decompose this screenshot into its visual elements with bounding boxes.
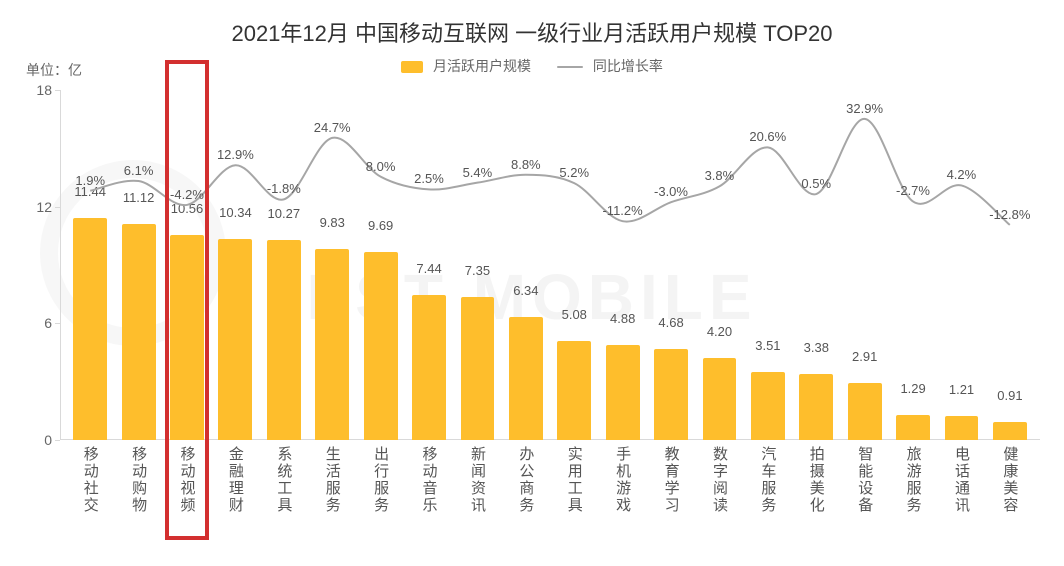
growth-value-label: -2.7% — [896, 183, 930, 198]
category-label: 移动购物 — [131, 446, 146, 514]
x-axis-categories: 移动社交 移动购物 移动视频 金融理财 系统工具 生活服务 出行服务 移动音乐 新闻资讯 办公商务… — [60, 440, 1040, 550]
category-slot: 办公商务 — [502, 446, 550, 550]
category-slot: 实用工具 — [550, 446, 598, 550]
growth-value-label: -11.2% — [602, 203, 642, 218]
growth-value-label: 6.1% — [124, 163, 154, 178]
legend-line-label: 同比增长率 — [593, 58, 663, 74]
growth-value-label: 2.5% — [414, 171, 444, 186]
category-label: 智能设备 — [857, 446, 872, 514]
category-slot: 金融理财 — [211, 446, 259, 550]
growth-value-label: -3.0% — [654, 184, 688, 199]
growth-value-label: 5.2% — [559, 165, 589, 180]
growth-value-label: 32.9% — [846, 101, 883, 116]
category-slot: 拍摄美化 — [792, 446, 840, 550]
legend-line-swatch — [557, 66, 583, 68]
chart-container: EST MOBILE 2021年12月 中国移动互联网 一级行业月活跃用户规模 … — [0, 0, 1064, 566]
growth-value-label: 8.8% — [511, 157, 541, 172]
category-slot: 移动视频 — [163, 446, 211, 550]
legend-bar-swatch — [401, 61, 423, 73]
category-slot: 生活服务 — [308, 446, 356, 550]
category-label: 教育学习 — [664, 446, 679, 514]
category-slot: 教育学习 — [647, 446, 695, 550]
category-label: 办公商务 — [518, 446, 533, 514]
category-slot: 旅游服务 — [889, 446, 937, 550]
growth-line — [60, 90, 1040, 440]
category-label: 生活服务 — [325, 446, 340, 514]
category-slot: 电话通讯 — [937, 446, 985, 550]
growth-value-label: 5.4% — [463, 165, 493, 180]
growth-value-label: 20.6% — [749, 129, 786, 144]
plot-area: 061218 11.4411.1210.5610.3410.279.839.69… — [60, 90, 1040, 440]
category-label: 系统工具 — [276, 446, 291, 514]
category-slot: 移动音乐 — [405, 446, 453, 550]
category-label: 旅游服务 — [906, 446, 921, 514]
growth-value-label: 4.2% — [947, 167, 977, 182]
category-slot: 新闻资讯 — [453, 446, 501, 550]
category-slot: 出行服务 — [356, 446, 404, 550]
category-label: 出行服务 — [373, 446, 388, 514]
category-slot: 数字阅读 — [695, 446, 743, 550]
category-label: 手机游戏 — [615, 446, 630, 514]
category-label: 拍摄美化 — [809, 446, 824, 514]
category-slot: 健康美容 — [986, 446, 1034, 550]
category-label: 数字阅读 — [712, 446, 727, 514]
category-slot: 汽车服务 — [744, 446, 792, 550]
category-label: 移动社交 — [83, 446, 98, 514]
category-label: 电话通讯 — [954, 446, 969, 514]
category-label: 移动视频 — [180, 446, 195, 514]
legend: 月活跃用户规模 同比增长率 — [0, 56, 1064, 76]
growth-value-label: 1.9% — [75, 173, 105, 188]
category-label: 金融理财 — [228, 446, 243, 514]
category-slot: 移动社交 — [66, 446, 114, 550]
growth-value-label: -12.8% — [989, 207, 1030, 222]
category-slot: 智能设备 — [841, 446, 889, 550]
growth-value-label: 24.7% — [314, 120, 351, 135]
category-slot: 移动购物 — [114, 446, 162, 550]
category-label: 新闻资讯 — [470, 446, 485, 514]
category-slot: 手机游戏 — [598, 446, 646, 550]
growth-line-path — [90, 119, 1010, 225]
growth-value-label: 3.8% — [705, 168, 735, 183]
growth-value-label: -1.8% — [267, 181, 301, 196]
growth-value-label: 0.5% — [801, 176, 831, 191]
category-label: 实用工具 — [567, 446, 582, 514]
category-label: 移动音乐 — [422, 446, 437, 514]
category-label: 汽车服务 — [760, 446, 775, 514]
legend-bar-label: 月活跃用户规模 — [433, 58, 531, 74]
growth-value-label: -4.2% — [170, 187, 204, 202]
growth-value-label: 12.9% — [217, 147, 254, 162]
growth-value-label: 8.0% — [366, 159, 396, 174]
chart-title: 2021年12月 中国移动互联网 一级行业月活跃用户规模 TOP20 — [0, 16, 1064, 48]
category-label: 健康美容 — [1002, 446, 1017, 514]
category-slot: 系统工具 — [260, 446, 308, 550]
